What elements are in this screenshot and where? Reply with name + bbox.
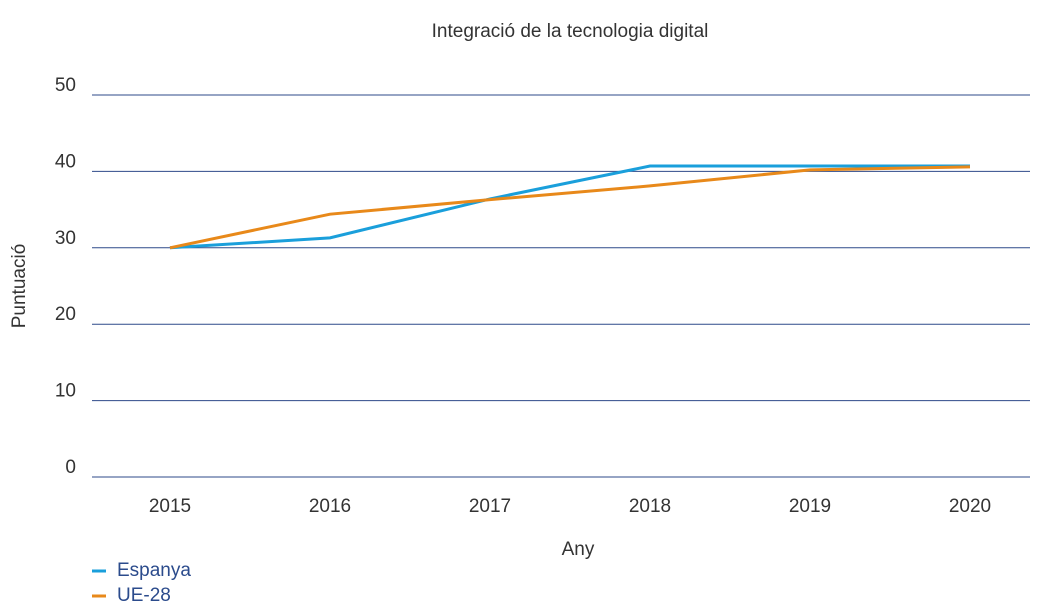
y-tick-label: 20 bbox=[55, 304, 76, 325]
y-tick-label: 30 bbox=[55, 228, 76, 249]
legend-label: UE-28 bbox=[117, 585, 171, 603]
y-axis-label: Puntuació bbox=[9, 244, 30, 329]
x-tick-label: 2015 bbox=[149, 496, 191, 517]
y-tick-label: 40 bbox=[55, 151, 76, 172]
x-tick-label: 2019 bbox=[789, 496, 831, 517]
chart-title: Integració de la tecnologia digital bbox=[432, 21, 709, 42]
x-tick-label: 2018 bbox=[629, 496, 671, 517]
x-tick-label: 2020 bbox=[949, 496, 991, 517]
data-line bbox=[169, 165, 971, 250]
legend-label: Espanya bbox=[117, 560, 191, 581]
x-tick-label: 2017 bbox=[469, 496, 511, 517]
x-axis-label: Any bbox=[562, 539, 595, 560]
y-tick-label: 50 bbox=[55, 75, 76, 96]
data-line bbox=[169, 164, 970, 250]
y-tick-label: 0 bbox=[65, 457, 76, 478]
x-tick-label: 2016 bbox=[309, 496, 351, 517]
y-tick-label: 10 bbox=[55, 381, 76, 402]
